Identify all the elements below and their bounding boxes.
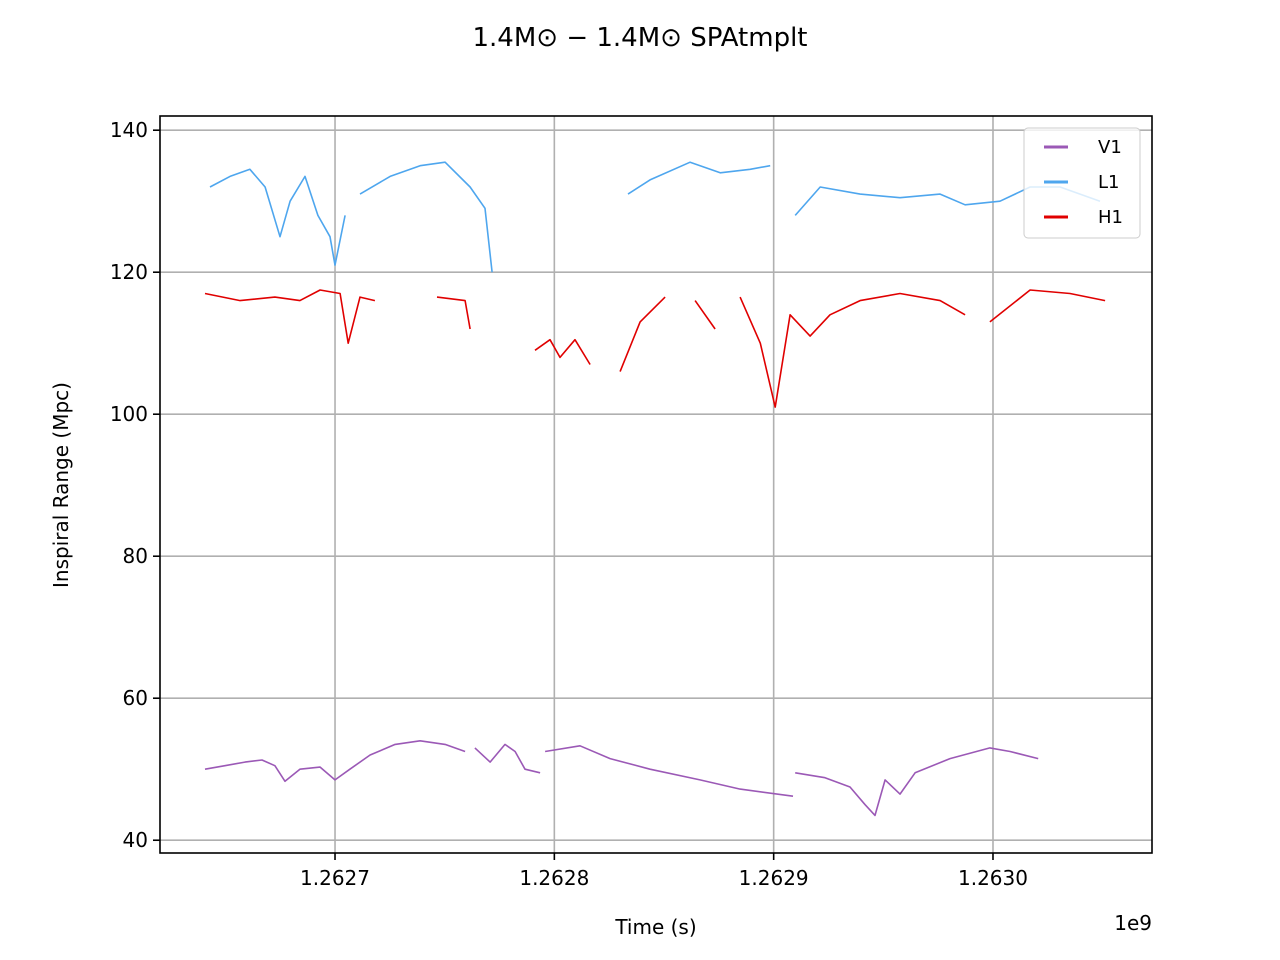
y-axis-label: Inspiral Range (Mpc) (49, 382, 73, 588)
legend-label: L1 (1098, 172, 1119, 193)
x-axis-label: Time (s) (614, 915, 696, 939)
y-tick-label: 140 (110, 118, 148, 142)
x-tick-label: 1.2630 (958, 866, 1028, 890)
chart-title: 1.4M⊙ − 1.4M⊙ SPAtmplt (472, 23, 807, 53)
y-tick-label: 60 (123, 686, 148, 710)
y-tick-label: 120 (110, 260, 148, 284)
series-line (209, 161, 1101, 273)
legend-label: V1 (1098, 137, 1122, 158)
x-tick-label: 1.2629 (739, 866, 809, 890)
x-tick-label: 1.2628 (519, 866, 589, 890)
legend-label: H1 (1098, 207, 1123, 228)
plot-frame (159, 115, 1153, 854)
y-tick-label: 80 (123, 544, 148, 568)
x-offset-text: 1e9 (1114, 911, 1152, 935)
series-line (204, 289, 1106, 408)
legend-box (1023, 127, 1141, 239)
y-tick-label: 40 (123, 828, 148, 852)
series-line (204, 740, 1039, 817)
x-tick-label: 1.2627 (300, 866, 370, 890)
y-tick-label: 100 (110, 402, 148, 426)
